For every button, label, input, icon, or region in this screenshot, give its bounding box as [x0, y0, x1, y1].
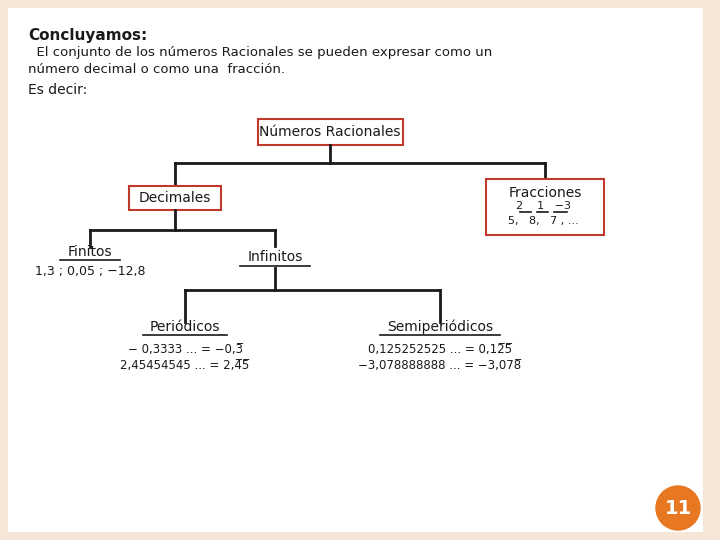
Text: El conjunto de los números Racionales se pueden expresar como un: El conjunto de los números Racionales se…	[28, 46, 492, 59]
Text: Decimales: Decimales	[139, 191, 211, 205]
Text: número decimal o como una  fracción.: número decimal o como una fracción.	[28, 63, 285, 76]
Text: − 0,3333 ... = −0,3̅: − 0,3333 ... = −0,3̅	[127, 342, 243, 355]
Circle shape	[656, 486, 700, 530]
Text: 0,125252525 ... = 0,12̅5̅: 0,125252525 ... = 0,12̅5̅	[368, 342, 512, 355]
Text: Concluyamos:: Concluyamos:	[28, 28, 148, 43]
Text: Periódicos: Periódicos	[150, 320, 220, 334]
Text: Infinitos: Infinitos	[247, 250, 302, 264]
FancyBboxPatch shape	[129, 186, 221, 210]
Text: Números Racionales: Números Racionales	[259, 125, 401, 139]
Text: −3,078888888 ... = −3,078̅: −3,078888888 ... = −3,078̅	[359, 360, 521, 373]
Text: 1,3 ; 0,05 ; −12,8: 1,3 ; 0,05 ; −12,8	[35, 266, 145, 279]
Text: Semiperiódicos: Semiperiódicos	[387, 320, 493, 334]
Text: 2    1   −3: 2 1 −3	[516, 201, 570, 211]
Text: 11: 11	[665, 498, 692, 517]
Text: Fracciones: Fracciones	[508, 186, 582, 200]
Text: 2,45454545 ... = 2,4̅5̅: 2,45454545 ... = 2,4̅5̅	[120, 360, 250, 373]
Text: 5,   8,   7 , ...: 5, 8, 7 , ...	[508, 216, 578, 226]
FancyBboxPatch shape	[258, 119, 402, 145]
Text: Finitos: Finitos	[68, 245, 112, 259]
FancyBboxPatch shape	[486, 179, 604, 235]
FancyBboxPatch shape	[8, 8, 703, 532]
Text: Es decir:: Es decir:	[28, 83, 87, 97]
